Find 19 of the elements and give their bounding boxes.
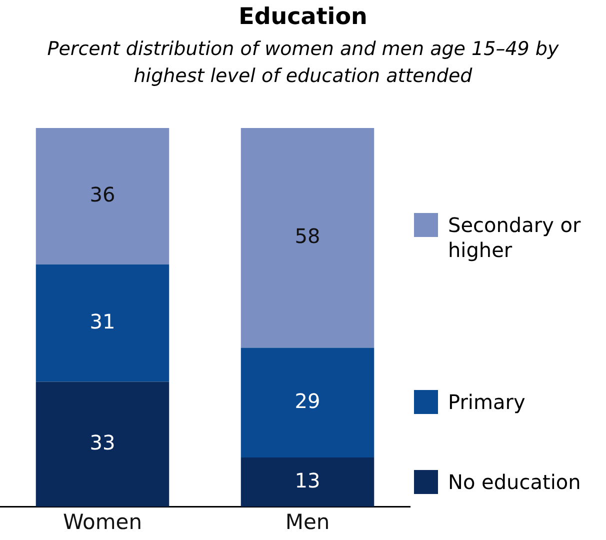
data-label: 13 <box>294 468 320 492</box>
chart-subtitle: Percent distribution of women and men age 15–49 by highest level of education attended <box>46 37 560 89</box>
x-tick-label: Men <box>285 510 330 534</box>
bar <box>240 128 374 348</box>
legend-label: No education <box>448 470 581 495</box>
bar <box>240 458 374 507</box>
legend-label: Secondary or higher <box>448 212 582 263</box>
bar <box>240 348 374 458</box>
data-label: 29 <box>294 388 320 413</box>
chart-title: Education <box>238 4 368 30</box>
data-label: 58 <box>294 224 320 248</box>
data-label: 33 <box>90 430 116 454</box>
bar <box>36 382 170 507</box>
bar <box>36 264 170 382</box>
bar <box>36 128 170 264</box>
legend-label: Primary <box>448 390 526 416</box>
x-tick-label: Women <box>62 510 142 534</box>
data-label: 36 <box>90 182 116 206</box>
data-label: 31 <box>90 309 116 334</box>
